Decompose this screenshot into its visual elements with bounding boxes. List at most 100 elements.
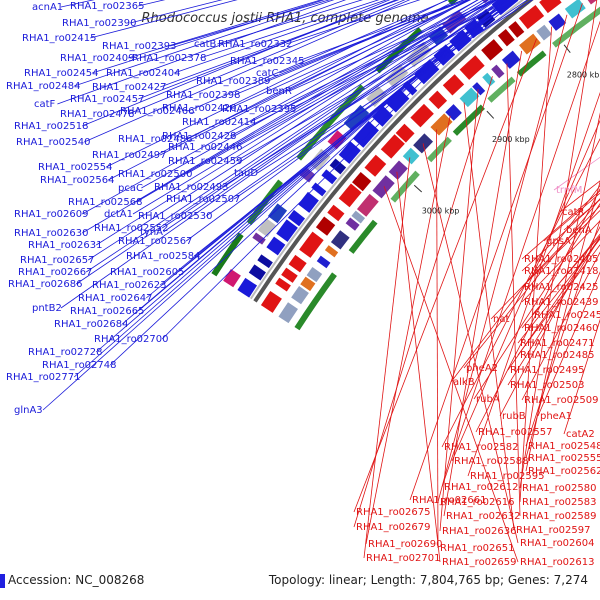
feature-block — [459, 87, 480, 108]
forward-gene-label: RHA1_ro02530 — [138, 211, 213, 222]
reverse-gene-label: nat — [493, 314, 509, 325]
leader-line — [60, 0, 502, 309]
leader-line — [525, 112, 600, 472]
feature-block — [536, 24, 552, 41]
feature-block — [266, 236, 286, 256]
leader-line — [230, 0, 498, 137]
reverse-gene-label: benA — [566, 225, 592, 236]
reverse-gene-label: RHA1_ro02418 — [524, 266, 599, 277]
forward-gene-label: RHA1_ro02728 — [28, 347, 103, 358]
leader-line — [108, 0, 458, 181]
topology-text: Topology: linear; Length: 7,804,765 bp; … — [268, 573, 588, 587]
forward-gene-label: RHA1_ro02486 — [118, 134, 193, 145]
leader-line — [85, 0, 496, 273]
feature-block — [316, 255, 331, 269]
leader-line — [353, 38, 537, 513]
leader-line — [517, 244, 600, 356]
feature-block — [311, 182, 327, 197]
reverse-gene-label: RHA1_ro02661 — [412, 495, 487, 506]
leader-line — [441, 138, 600, 448]
reverse-gene-label: RHA1_ro02651 — [440, 543, 515, 554]
leader-line — [185, 0, 515, 242]
leader-line — [264, 0, 465, 82]
feature-block — [329, 158, 347, 175]
forward-gene-label: glnA3 — [14, 405, 43, 416]
leader-line — [95, 0, 489, 246]
feature-block — [236, 242, 259, 268]
reverse-gene-label: RHA1_ro02679 — [356, 522, 431, 533]
leader-line — [74, 0, 335, 87]
reverse-gene-label: RHA1_ro02562 — [528, 466, 600, 477]
forward-gene-label: RHA1_ro02332 — [218, 39, 293, 50]
forward-gene-label: RHA1_ro02771 — [6, 372, 81, 383]
forward-gene-label: RHA1_ro02415 — [22, 33, 97, 44]
feature-block — [351, 210, 366, 224]
leader-line — [365, 115, 451, 545]
forward-gene-label: RHA1_ro02454 — [24, 68, 99, 79]
leader-line — [473, 203, 600, 400]
reverse-gene-label: RHA1_ro02405 — [524, 254, 599, 265]
leader-line — [106, 0, 448, 168]
feature-block — [548, 13, 567, 31]
forward-gene-label: RHA1_ro02395 — [222, 104, 297, 115]
forward-gene-label: RHA1_ro02389 — [196, 76, 271, 87]
feature-block — [237, 277, 258, 298]
leader-line — [525, 180, 600, 459]
reverse-gene-label: RHA1_ro02509 — [524, 395, 599, 406]
feature-block — [306, 267, 323, 283]
forward-gene-label: RHA1_ro02428 — [162, 131, 237, 142]
reverse-gene-label: RHA1_ro02425 — [524, 282, 599, 293]
feature-block — [445, 104, 462, 121]
forward-gene-label: RHA1_ro02605 — [110, 267, 185, 278]
reverse-gene-label: RHA1_ro02595 — [470, 471, 545, 482]
leader-line — [234, 0, 465, 96]
leader-line — [174, 0, 388, 74]
forward-gene-label: RHA1_ro02420 — [162, 103, 237, 114]
genome-map: Rhodococcus jostii RHA1, complete genome… — [6, 0, 600, 568]
reverse-gene-label: RHA1_ro02616 — [440, 497, 515, 508]
forward-gene-label: RHA1_ro02365 — [70, 1, 145, 12]
feature-block — [390, 170, 420, 203]
forward-gene-label: RHA1_ro02459 — [168, 156, 243, 167]
tick-label: 3000 kbp — [422, 207, 460, 216]
feature-block — [300, 276, 316, 292]
reverse-gene-label: RHA1_ro02701 — [366, 553, 441, 564]
leader-line — [250, 0, 498, 123]
feature-block — [402, 147, 420, 165]
reverse-gene-label: RHA1_ro02503 — [510, 380, 585, 391]
forward-gene-label: RHA1_ro02484 — [6, 81, 81, 92]
leader-line — [135, 0, 485, 203]
forward-gene-label: RHA1_ro02700 — [94, 334, 169, 345]
reverse-gene-label: RHA1_ro02659 — [442, 557, 517, 568]
feature-block — [395, 123, 415, 143]
reverse-gene-label: rubA — [476, 394, 500, 405]
forward-gene-label: RHA1_ro02466 — [120, 106, 195, 117]
feature-block — [278, 302, 298, 324]
feature-block — [472, 82, 486, 96]
leader-line — [257, 0, 533, 174]
legend-swatch — [0, 574, 5, 588]
forward-gene-label: benR — [266, 86, 292, 97]
leader-line — [437, 14, 568, 503]
leader-line — [57, 0, 347, 105]
reverse-gene-label: RHA1_ro02604 — [520, 538, 595, 549]
reverse-gene-label: pheA2 — [466, 363, 498, 374]
reverse-gene-label: RHA1_ro02471 — [520, 338, 595, 349]
forward-gene-label: pntB2 — [32, 303, 62, 314]
reverse-gene-label: RHA1_ro02555 — [528, 453, 600, 464]
feature-block — [508, 21, 525, 38]
reverse-gene-label: RHA1_ro02613 — [520, 557, 595, 568]
feature-block — [315, 216, 336, 236]
leader-line — [537, 271, 600, 417]
reverse-gene-label: RHA1_ro02450 — [534, 310, 600, 321]
feature-block — [501, 50, 521, 69]
feature-block — [552, 6, 600, 48]
feature-block — [497, 29, 515, 47]
feature-block — [518, 4, 545, 30]
reverse-gene-label: RHA1_ro02675 — [356, 507, 431, 518]
leader-line — [450, 185, 600, 383]
feature-block — [482, 72, 496, 87]
leader-line — [81, 0, 479, 234]
leader-line — [128, 0, 323, 59]
forward-gene-label: catC — [256, 68, 279, 79]
